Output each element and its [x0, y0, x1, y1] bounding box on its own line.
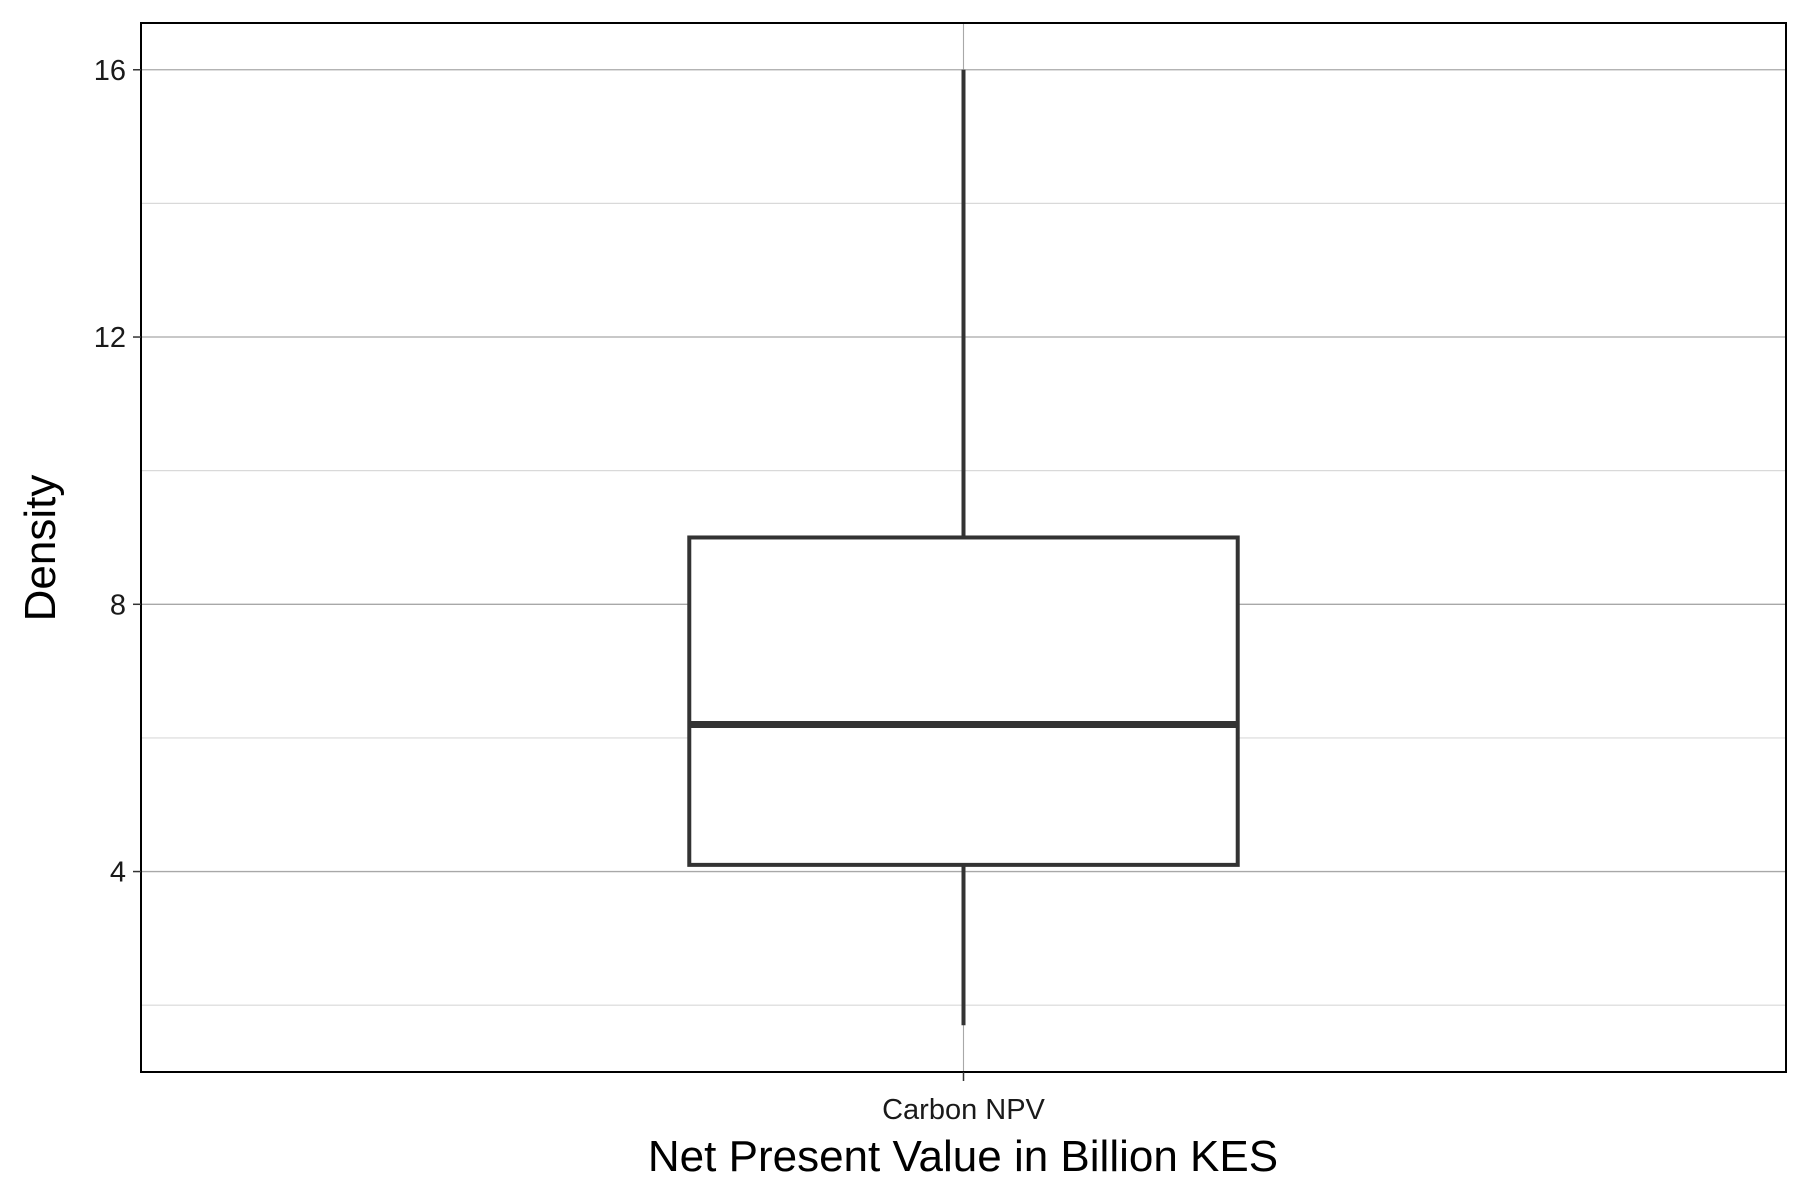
y-tick-label: 12 [94, 322, 126, 354]
y-tick-label: 4 [110, 857, 126, 889]
x-axis-title: Net Present Value in Billion KES [648, 1132, 1278, 1181]
y-axis-title: Density [16, 475, 65, 622]
box-layer [687, 69, 1240, 1026]
y-tick-label: 16 [94, 55, 126, 87]
axis-layer: 4 8 12 16 Carbon NPV [94, 55, 1046, 1126]
interquartile-box [687, 535, 1240, 867]
y-tick-label: 8 [110, 589, 126, 621]
x-tick-label: Carbon NPV [882, 1094, 1045, 1126]
